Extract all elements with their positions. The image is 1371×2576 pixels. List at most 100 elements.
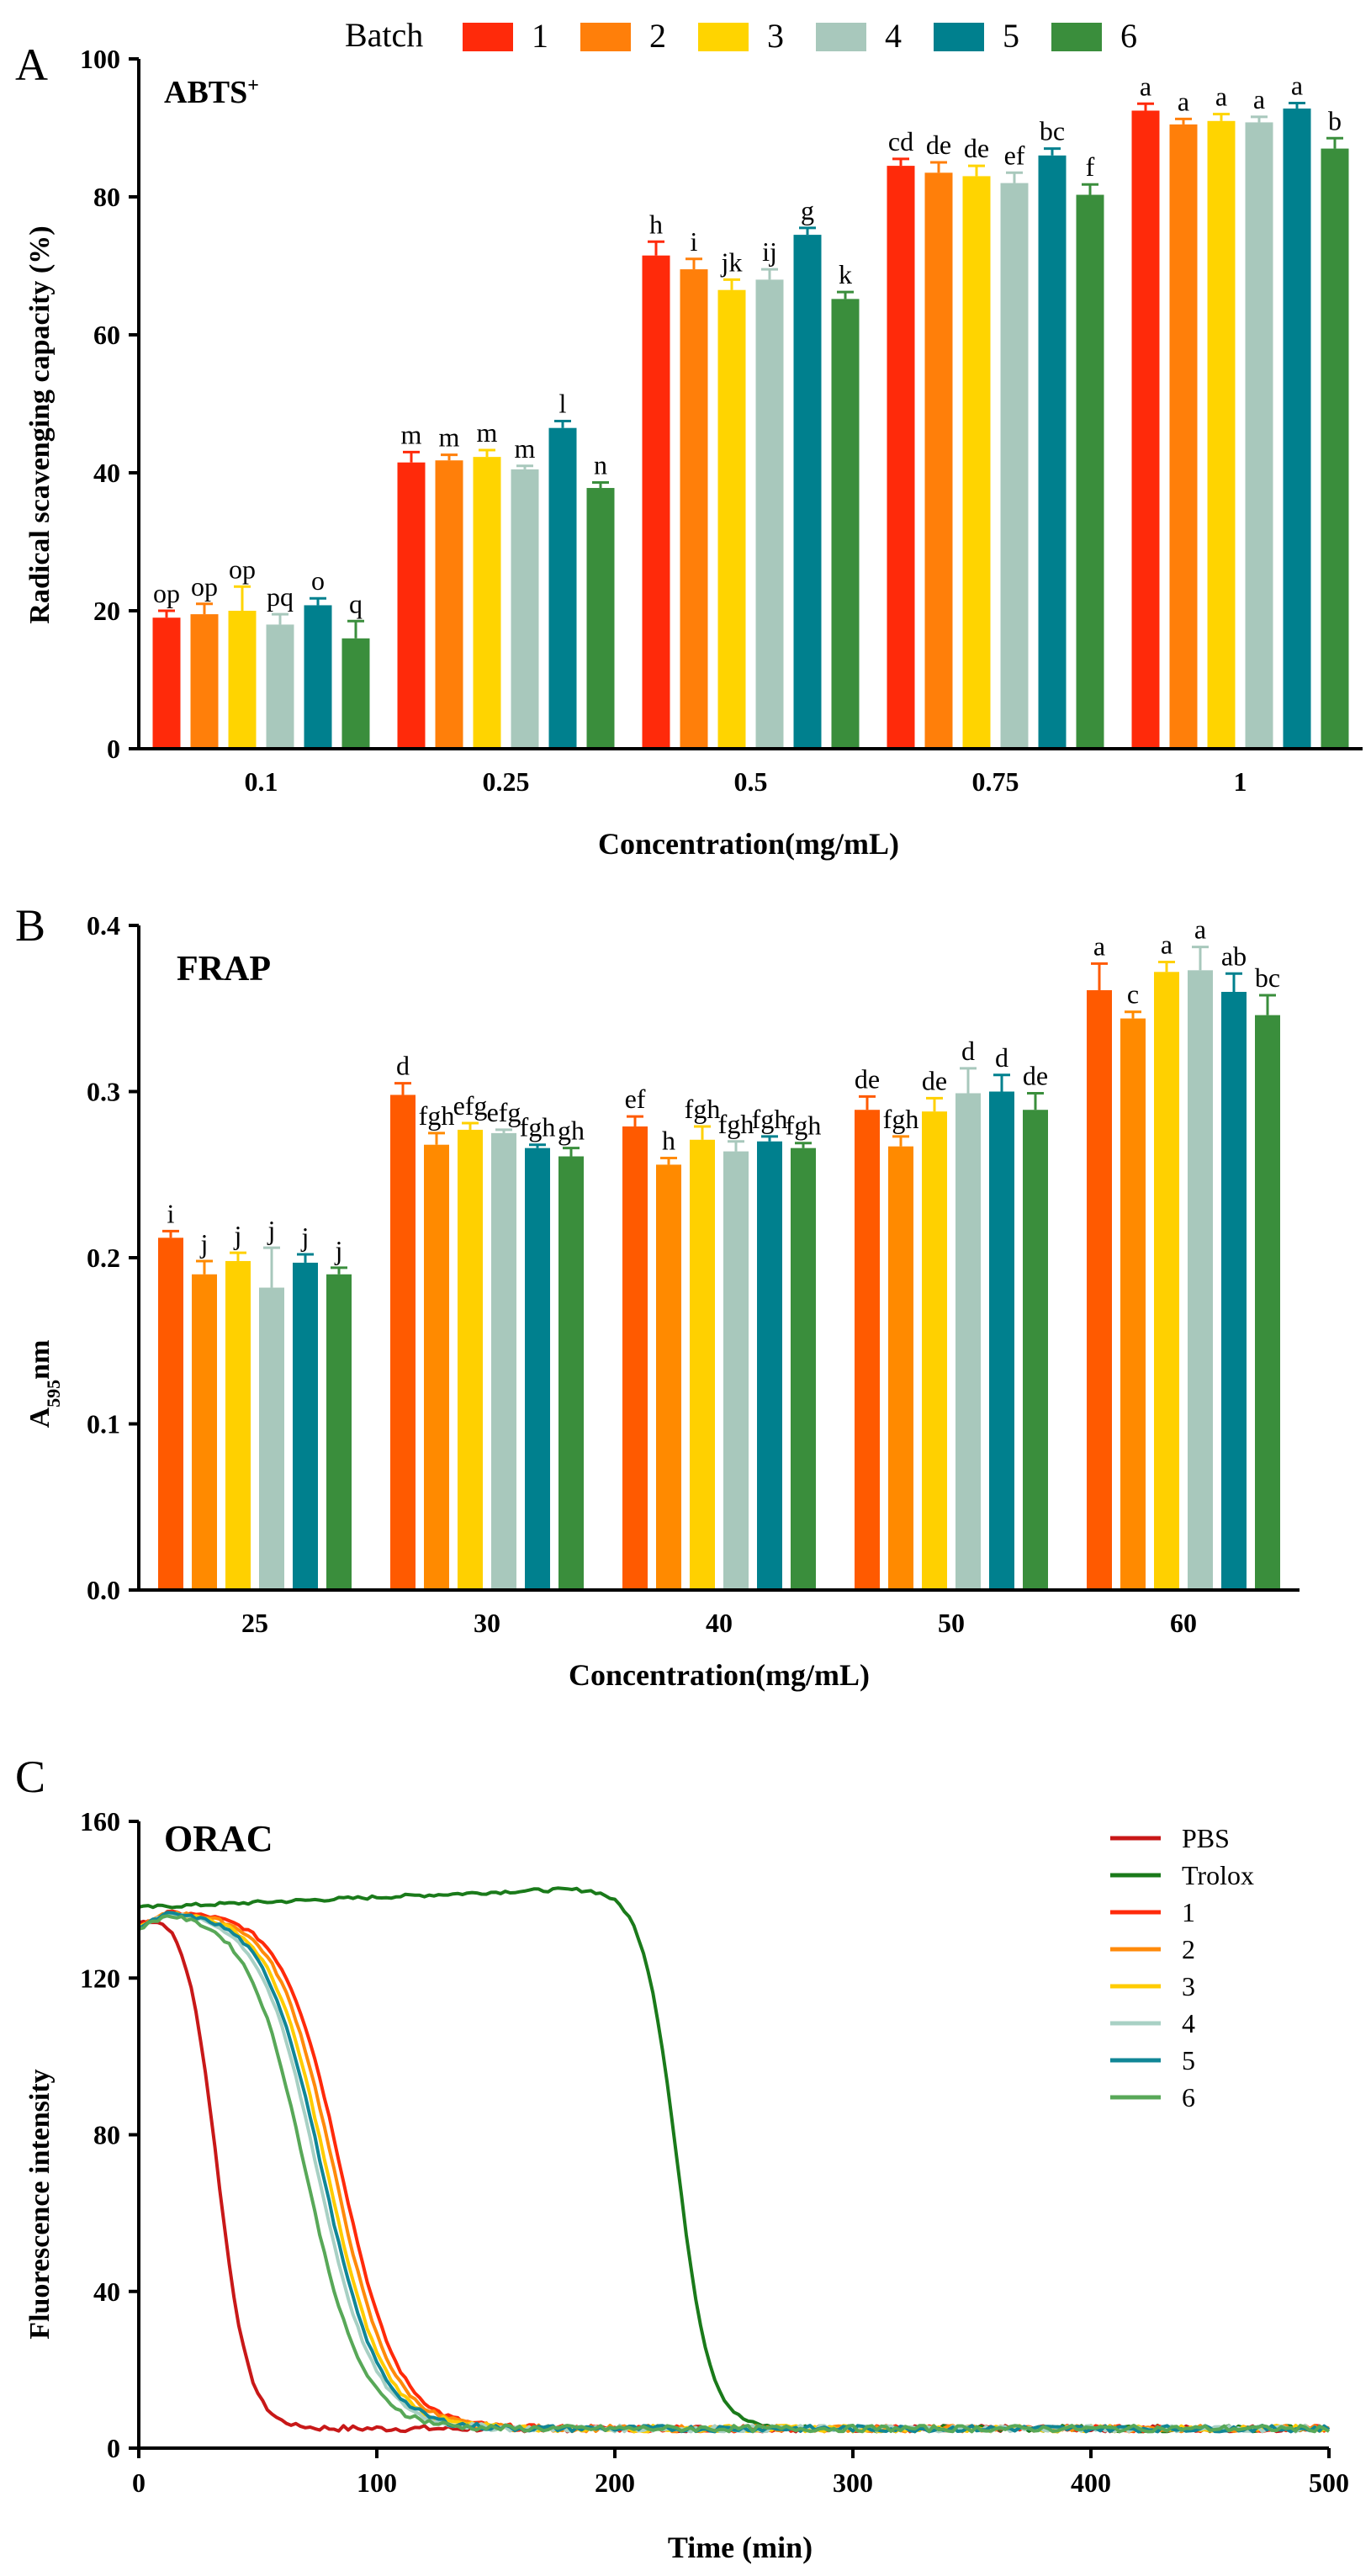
frap-significance-letter: a	[1161, 929, 1172, 959]
frap-bar-batch-6-50	[1023, 1110, 1048, 1590]
abts-bar-batch-5-1	[1283, 109, 1311, 750]
abts-significance-letter: a	[1178, 86, 1189, 116]
orac-legend-label-1: 1	[1182, 1897, 1195, 1927]
frap-x-tick-label: 30	[474, 1608, 500, 1638]
abts-significance-letter: m	[515, 433, 536, 464]
panel-a-title: ABTS+	[164, 75, 259, 110]
abts-bar-batch-4-0.1	[266, 624, 294, 749]
abts-significance-letter: bc	[1040, 116, 1065, 146]
legend-swatch-batch-1	[463, 23, 513, 51]
abts-significance-letter: a	[1140, 71, 1151, 101]
frap-significance-letter: d	[396, 1051, 410, 1081]
orac-legend-label-trolox: Trolox	[1182, 1860, 1254, 1890]
abts-bar-batch-3-0.5	[717, 289, 746, 749]
orac-legend-label-2: 2	[1182, 1934, 1195, 1964]
legend-label-batch-1: 1	[532, 17, 548, 55]
frap-bar-batch-5-60	[1221, 992, 1247, 1590]
frap-bar-batch-1-60	[1087, 990, 1112, 1590]
orac-curve-4	[138, 1912, 1331, 2434]
frap-y-tick-label: 0.3	[87, 1077, 120, 1107]
legend-label-batch-3: 3	[767, 17, 784, 55]
batch-legend-title: Batch	[345, 16, 423, 54]
frap-significance-letter: c	[1127, 979, 1139, 1010]
frap-bar-batch-3-60	[1154, 972, 1179, 1590]
frap-bar-batch-6-60	[1255, 1015, 1280, 1590]
frap-y-tick-label: 0.0	[87, 1575, 120, 1605]
frap-significance-letter: bc	[1255, 962, 1280, 993]
abts-x-tick-label: 0.5	[734, 766, 768, 797]
frap-significance-letter: de	[1023, 1060, 1048, 1090]
abts-significance-letter: n	[594, 449, 607, 480]
orac-x-tick-label: 400	[1071, 2467, 1111, 2498]
frap-bar-batch-6-30	[558, 1156, 584, 1590]
frap-significance-letter: ab	[1221, 941, 1247, 971]
frap-bar-batch-4-30	[491, 1132, 516, 1590]
abts-bar-batch-3-0.1	[228, 611, 257, 749]
frap-bar-batch-1-50	[855, 1110, 880, 1590]
abts-significance-letter: de	[964, 133, 989, 163]
frap-significance-letter: efg	[487, 1097, 521, 1127]
frap-bar-batch-3-25	[225, 1260, 251, 1590]
frap-x-tick-label: 40	[706, 1608, 733, 1638]
frap-bar-batch-2-50	[888, 1146, 913, 1590]
orac-x-tick-label: 200	[595, 2467, 635, 2498]
frap-significance-letter: d	[995, 1042, 1008, 1073]
orac-legend-label-pbs: PBS	[1182, 1823, 1230, 1853]
abts-x-tick-label: 0.75	[972, 766, 1019, 797]
legend-swatch-batch-2	[580, 23, 631, 51]
frap-bar-batch-2-40	[656, 1164, 681, 1590]
abts-bar-batch-1-0.5	[642, 255, 670, 749]
panel-b-title: FRAP	[177, 950, 271, 989]
frap-bar-batch-4-50	[955, 1093, 981, 1590]
frap-bar-batch-5-25	[293, 1262, 318, 1590]
abts-significance-letter: f	[1086, 151, 1095, 182]
frap-bar-batch-2-25	[192, 1274, 217, 1590]
frap-bar-batch-2-60	[1120, 1018, 1146, 1590]
legend-label-batch-4: 4	[885, 17, 902, 55]
abts-significance-letter: a	[1215, 82, 1227, 112]
frap-bar-batch-5-30	[525, 1148, 550, 1590]
frap-bar-batch-3-40	[690, 1139, 715, 1590]
abts-y-tick-label: 0	[107, 734, 120, 764]
abts-x-tick-label: 1	[1234, 766, 1247, 797]
panel-b-x-label: Concentration(mg/mL)	[569, 1658, 870, 1692]
legend-swatch-batch-5	[934, 23, 984, 51]
abts-bar-batch-6-0.5	[831, 299, 860, 749]
abts-significance-letter: a	[1253, 84, 1265, 114]
frap-significance-letter: gh	[558, 1116, 585, 1146]
abts-bar-batch-3-0.25	[473, 457, 501, 749]
orac-legend-label-6: 6	[1182, 2082, 1195, 2112]
panel-b-y-label: A595nm	[24, 1340, 64, 1428]
frap-bar-batch-1-30	[390, 1095, 416, 1590]
abts-bar-batch-4-1	[1245, 122, 1273, 749]
abts-y-tick-label: 60	[93, 320, 120, 350]
frap-bar-batch-4-40	[723, 1151, 749, 1590]
frap-y-tick-label: 0.1	[87, 1409, 120, 1439]
abts-significance-letter: b	[1328, 105, 1342, 135]
abts-significance-letter: l	[559, 389, 567, 419]
abts-bar-batch-2-1	[1169, 124, 1198, 749]
orac-y-tick-label: 160	[80, 1806, 120, 1837]
abts-bar-batch-5-0.25	[548, 427, 577, 749]
abts-y-tick-label: 40	[93, 458, 120, 488]
abts-bar-batch-2-0.75	[924, 172, 953, 750]
orac-x-tick-label: 300	[833, 2467, 873, 2498]
orac-y-tick-label: 80	[93, 2120, 120, 2150]
abts-significance-letter: op	[153, 578, 180, 608]
abts-bar-batch-6-0.1	[341, 638, 370, 749]
abts-significance-letter: a	[1291, 70, 1303, 100]
abts-bar-batch-1-1	[1131, 110, 1160, 749]
legend-swatch-batch-6	[1051, 23, 1102, 51]
frap-significance-letter: a	[1194, 914, 1206, 945]
frap-significance-letter: j	[335, 1235, 343, 1265]
frap-significance-letter: de	[855, 1063, 880, 1094]
abts-x-tick-label: 0.25	[483, 766, 530, 797]
orac-x-tick-label: 500	[1309, 2467, 1349, 2498]
frap-significance-letter: fgh	[685, 1094, 721, 1124]
abts-significance-letter: g	[801, 195, 814, 225]
frap-significance-letter: j	[301, 1222, 310, 1252]
abts-bar-batch-1-0.75	[887, 166, 915, 750]
batch-legend: Batch 1 2 3 4 5 6	[345, 16, 1137, 55]
frap-significance-letter: fgh	[786, 1110, 822, 1141]
